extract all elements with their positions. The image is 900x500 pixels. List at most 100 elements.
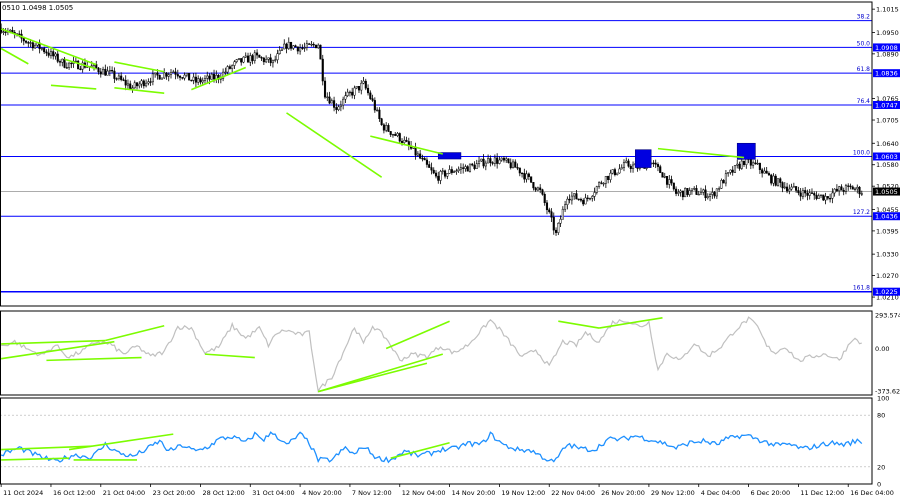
rsi-tick-label: 0 [877,481,881,489]
candle-body [156,72,159,76]
candle-body [464,166,467,169]
candle-body [2,31,5,33]
candle-body [439,171,442,181]
candle-body [815,194,818,199]
ohlc-header: 0510 1.0498 1.0505 [2,4,73,12]
candle-body [212,73,216,80]
candle-body [24,40,28,43]
candle-body [772,175,775,184]
candle-body [518,167,521,174]
candle-body [233,61,236,66]
candle-body [448,169,451,174]
candle-body [335,107,338,110]
candle-body [54,53,57,57]
candle-body [598,182,601,187]
price-tick-label: 1.0640 [876,140,899,148]
candle-body [455,170,458,172]
candle-body [317,44,320,49]
candle-body [65,67,68,69]
main-price-panel[interactable]: 38.2 50.0 61.8 76.4 100.0 127.2 161.8 0510 1.0… [0,4,872,293]
candle-body [34,44,37,49]
candle-body [853,188,857,190]
candle-body [351,91,354,96]
rsi-panel[interactable] [0,414,872,468]
candle-body [525,173,528,180]
candle-body [158,74,161,80]
candle-body [779,178,782,183]
candle-body [421,157,424,160]
candle-body [776,178,780,186]
candle-body [135,82,139,87]
price-trendline [114,87,165,94]
candle-body [364,80,367,89]
candle-body [446,173,449,177]
candle-body [588,198,592,200]
candle-body [530,176,533,183]
candle-body [468,163,472,172]
candle-body [199,78,202,83]
candle-body [557,222,560,233]
candle-body [713,192,716,197]
price-axis: 1.1015 1.0950 1.0890 1.0765 1.0705 1.0640 1.05… [872,6,900,489]
candle-body [280,48,284,51]
candle-body [68,62,71,68]
cci-line [1,316,862,393]
candle-body [292,45,295,49]
candle-body [357,86,361,91]
cci-panel[interactable] [1,316,862,393]
candle-body [511,161,515,169]
candle-body [652,162,655,165]
candle-body [523,173,526,180]
candle-body [720,180,723,189]
candle-body [631,164,635,169]
time-tick-label: 19 Nov 12:00 [501,489,545,497]
candle-body [344,95,347,100]
candle-body [79,68,82,70]
candle-body [337,106,340,110]
cci-tick-label: -373.629 [875,387,900,395]
candle-body [430,167,433,171]
candle-body [527,173,530,177]
candle-body [278,50,281,54]
blue-marker [437,152,462,160]
candle-body [722,180,725,184]
candle-body [226,66,229,73]
candle-body [801,190,804,197]
candle-body [367,87,370,94]
candle-body [203,78,207,81]
rsi-tick-label: 80 [877,412,885,420]
candle-body [833,188,836,194]
blue-markers [437,142,756,168]
candle-body [416,153,419,156]
candle-body [194,76,197,83]
price-trendline [657,147,745,159]
candle-body [808,192,811,196]
candle-body [489,158,492,163]
candle-body [568,198,571,201]
candle-body [140,80,143,85]
candle-body [224,71,227,74]
candle-body [115,78,118,80]
candle-body [767,173,770,176]
candle-body [111,69,114,72]
fib-price-label: 1.0908 [875,44,898,52]
price-trendline [114,61,165,73]
candle-body [600,182,603,184]
candle-body [564,204,567,210]
candle-body [831,192,834,199]
candle-body [550,211,553,218]
candle-body [289,41,293,49]
candle-body [387,125,390,132]
rsi-trendline [68,433,174,451]
candle-body [129,83,132,90]
candle-body [271,59,274,64]
time-tick-label: 6 Dec 20:00 [751,489,791,497]
cci-trendline [204,353,255,359]
candle-body [244,55,247,58]
candle-body [731,169,734,173]
candle-body [611,169,614,174]
candle-body [52,51,55,57]
candle-body [99,71,102,75]
candle-body [165,72,168,77]
